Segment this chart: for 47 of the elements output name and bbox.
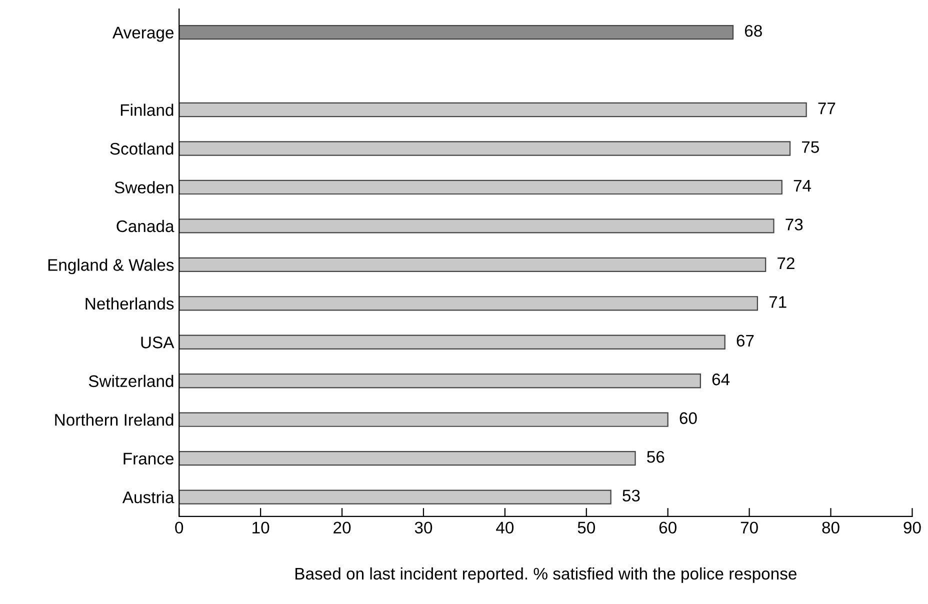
bar <box>179 412 668 427</box>
y-tick-label: Switzerland <box>88 374 174 388</box>
y-tick-label: Sweden <box>114 181 174 194</box>
data-label: 53 <box>622 490 640 502</box>
bar <box>179 257 766 272</box>
data-label: 68 <box>744 24 762 37</box>
data-label: 75 <box>802 141 819 153</box>
data-label: 73 <box>786 218 803 230</box>
y-tick-label: Scotland <box>110 142 174 155</box>
x-tick-label: 20 <box>334 522 351 534</box>
data-label: 60 <box>680 412 697 424</box>
x-tick-label: 0 <box>175 522 184 534</box>
y-tick-label: Canada <box>116 220 174 232</box>
data-label: 56 <box>647 450 664 463</box>
bar <box>179 334 726 350</box>
data-label: 67 <box>736 334 754 347</box>
bar <box>179 296 758 311</box>
y-tick-label: Finland <box>120 104 174 116</box>
bar <box>179 450 636 466</box>
y-tick-label: Average <box>112 26 174 42</box>
y-tick-label: USA <box>141 336 174 348</box>
x-axis-title: Based on last incident reported. % satisfied with the police response <box>296 567 796 583</box>
x-tick-label: 50 <box>578 522 596 534</box>
x-tick-label: 70 <box>740 522 758 534</box>
bar <box>179 490 612 504</box>
bar <box>179 102 807 118</box>
y-tick-label: England & Wales <box>48 258 174 274</box>
bar <box>179 218 774 234</box>
x-tick-label: 80 <box>822 522 840 534</box>
x-tick-label: 30 <box>414 522 432 534</box>
data-label: 77 <box>818 102 836 114</box>
y-tick-label: Netherlands <box>86 297 174 310</box>
bar <box>179 141 791 156</box>
y-tick-label: Austria <box>122 491 174 504</box>
x-tick-label: 40 <box>496 522 514 534</box>
bar <box>179 180 782 195</box>
x-tick-label: 90 <box>904 522 921 534</box>
x-tick-label: 10 <box>252 522 270 534</box>
data-label: 74 <box>794 180 812 192</box>
y-tick-label: Northern Ireland <box>55 414 174 426</box>
data-label: 64 <box>712 374 730 386</box>
data-label: 72 <box>778 257 794 269</box>
data-label: 71 <box>769 296 786 308</box>
y-tick-label: France <box>124 452 174 465</box>
bar <box>179 24 734 40</box>
bar <box>179 374 701 388</box>
x-tick-label: 60 <box>659 522 676 534</box>
